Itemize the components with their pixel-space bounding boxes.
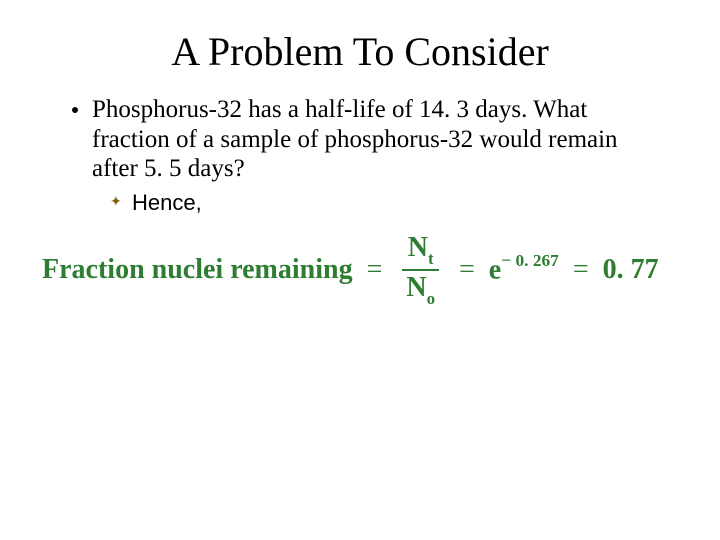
fraction-bar xyxy=(402,269,439,271)
slide: A Problem To Consider Phosphorus-32 has … xyxy=(0,0,720,540)
equals-2: = xyxy=(455,254,479,286)
equals-1: = xyxy=(363,254,387,286)
fraction-denominator: No xyxy=(402,274,439,306)
bullet1-text: Phosphorus-32 has a half-life of 14. 3 d… xyxy=(92,95,648,184)
den-sub: o xyxy=(427,289,435,308)
bullet-dot-icon xyxy=(72,107,78,113)
fraction: Nt No xyxy=(402,234,439,307)
fraction-numerator: Nt xyxy=(404,234,438,266)
bullet-star-icon: ✦ xyxy=(110,196,122,210)
title-text: A Problem To Consider xyxy=(171,29,549,74)
num-sub: t xyxy=(428,249,434,268)
slide-title: A Problem To Consider xyxy=(32,28,688,75)
equals-3: = xyxy=(569,254,593,286)
exp-sup: − 0. 267 xyxy=(501,251,559,270)
equation-label: Fraction nuclei remaining xyxy=(42,254,353,286)
equation-result: 0. 77 xyxy=(603,254,659,286)
num-base: N xyxy=(408,232,428,263)
exp-base: e xyxy=(489,255,501,286)
den-base: N xyxy=(406,272,426,303)
bullet-level2: ✦ Hence, xyxy=(32,190,688,216)
exponential: e− 0. 267 xyxy=(489,253,559,286)
bullet2-text: Hence, xyxy=(132,190,688,216)
equation: Fraction nuclei remaining = Nt No = e− 0… xyxy=(32,234,688,307)
bullet-level1: Phosphorus-32 has a half-life of 14. 3 d… xyxy=(32,95,688,184)
